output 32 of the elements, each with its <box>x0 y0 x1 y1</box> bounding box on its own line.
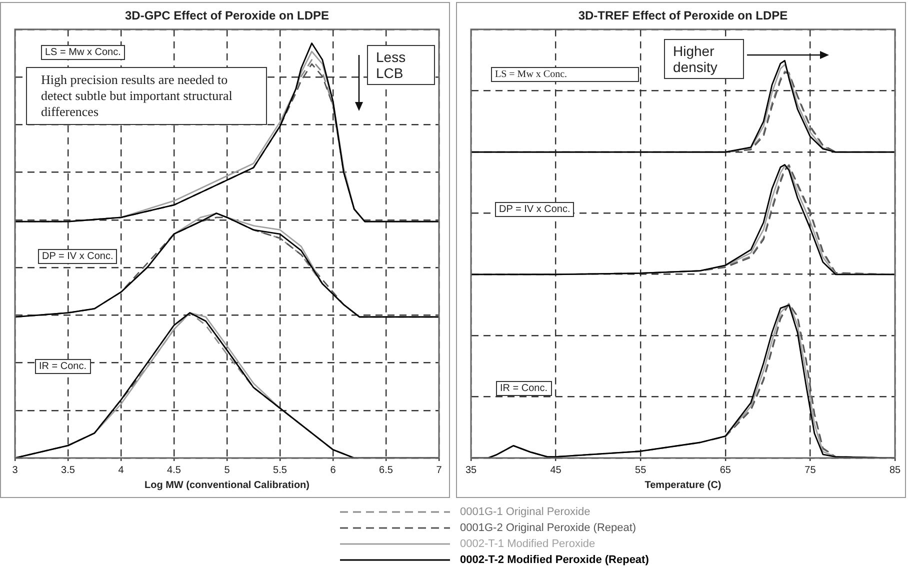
x-axis-title: Log MW (conventional Calibration) <box>144 480 310 491</box>
x-tick-label: 5.5 <box>273 464 288 476</box>
x-axis-title: Temperature (C) <box>644 480 722 491</box>
x-tick-label: 6.5 <box>379 464 394 476</box>
text-box: IR = Conc. <box>35 359 91 374</box>
x-tick-label: 75 <box>804 464 816 476</box>
x-tick-label: 5 <box>224 464 230 476</box>
x-tick-label: 3.5 <box>61 464 76 476</box>
text-box: Higher density <box>664 39 744 79</box>
x-tick-label: 4 <box>118 464 124 476</box>
text-box: LS = Mw x Conc. <box>41 45 125 60</box>
text-box: IR = Conc. <box>496 381 552 396</box>
x-tick-label: 7 <box>436 464 442 476</box>
text-box: Less LCB <box>367 45 435 85</box>
x-tick-label: 35 <box>465 464 477 476</box>
x-tick-label: 55 <box>635 464 647 476</box>
text: 0001G-1 Original Peroxide <box>460 506 590 518</box>
x-tick-label: 6 <box>330 464 336 476</box>
x-tick-label: 4.5 <box>167 464 182 476</box>
text-box: LS = Mw x Conc. <box>491 67 639 82</box>
x-tick-label: 3 <box>12 464 18 476</box>
x-tick-label: 45 <box>550 464 562 476</box>
chart-title: 3D-TREF Effect of Peroxide on LDPE <box>578 8 788 23</box>
text: 0001G-2 Original Peroxide (Repeat) <box>460 522 636 534</box>
text-box: DP = IV x Conc. <box>38 249 118 264</box>
text-box: High precision results are needed to detect subtle but important structural differences <box>26 67 267 125</box>
text: 0002-T-2 Modified Peroxide (Repeat) <box>460 554 649 566</box>
x-tick-label: 85 <box>889 464 901 476</box>
chart-title: 3D-GPC Effect of Peroxide on LDPE <box>124 8 330 23</box>
text: 0002-T-1 Modified Peroxide <box>460 538 596 550</box>
x-tick-label: 65 <box>720 464 732 476</box>
text-box: DP = IV x Conc. <box>495 202 574 217</box>
